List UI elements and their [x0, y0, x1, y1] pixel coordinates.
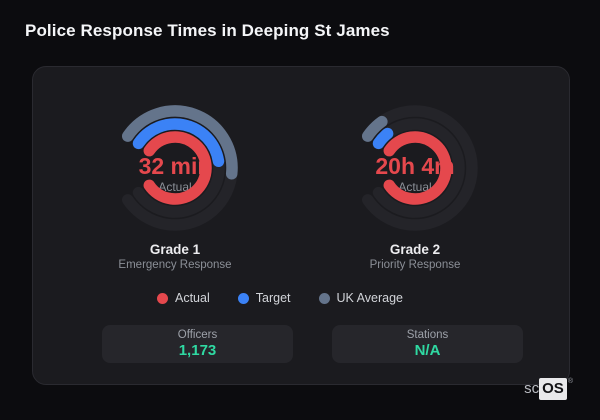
- stat-stations-value: N/A: [414, 341, 441, 359]
- page-title: Police Response Times in Deeping St Jame…: [25, 21, 390, 40]
- brand-logo: sc OS ®: [524, 378, 573, 400]
- gauge-grade-1-subtitle: Emergency Response: [118, 259, 232, 271]
- gauge-arc-uk-average: [121, 105, 238, 180]
- gauge-track: [372, 118, 465, 218]
- stat-stations-label: Stations: [406, 328, 449, 341]
- gauge-arc-actual: [383, 131, 452, 205]
- legend-target-dot-icon: [237, 292, 249, 304]
- gauge-grade-2-subtitle: Priority Response: [369, 259, 461, 271]
- legend-uk-average-dot-icon: [318, 292, 330, 304]
- gauge-center-label: Actual: [398, 180, 431, 194]
- legend-actual-label: Actual: [175, 291, 210, 305]
- gauge-grade-2-title: Grade 2: [389, 242, 441, 257]
- legend-item-uk-average[interactable]: UK Average: [318, 291, 403, 305]
- brand-boxed-text: OS: [539, 378, 567, 400]
- legend-uk-average-label: UK Average: [336, 291, 403, 305]
- gauge-grade-2: 20h 4m Actual: [340, 93, 490, 243]
- registered-trademark-icon: ®: [567, 378, 573, 385]
- legend-actual-dot-icon: [157, 292, 168, 304]
- brand-prefix: sc: [524, 380, 540, 397]
- gauge-track: [361, 105, 478, 231]
- chart-legend: Actual Target UK Average: [0, 291, 580, 305]
- stat-officers-label: Officers: [177, 328, 218, 341]
- gauge-arc-target: [132, 118, 225, 168]
- gauge-arc-target: [372, 127, 394, 150]
- stat-officers-value: 1,173: [178, 341, 217, 359]
- gauge-grade-1-title: Grade 1: [149, 242, 201, 257]
- legend-item-target[interactable]: Target: [237, 291, 291, 305]
- gauge-center-label: Actual: [158, 180, 191, 194]
- legend-item-actual[interactable]: Actual: [157, 291, 210, 305]
- stat-box-stations: Stations N/A: [332, 325, 523, 363]
- legend-target-label: Target: [255, 291, 291, 305]
- gauge-grade-1: 32 min Actual: [100, 93, 250, 243]
- gauge-arc-uk-average: [361, 115, 388, 142]
- stat-box-officers: Officers 1,173: [102, 325, 293, 363]
- gauge-arc-actual: [143, 131, 212, 205]
